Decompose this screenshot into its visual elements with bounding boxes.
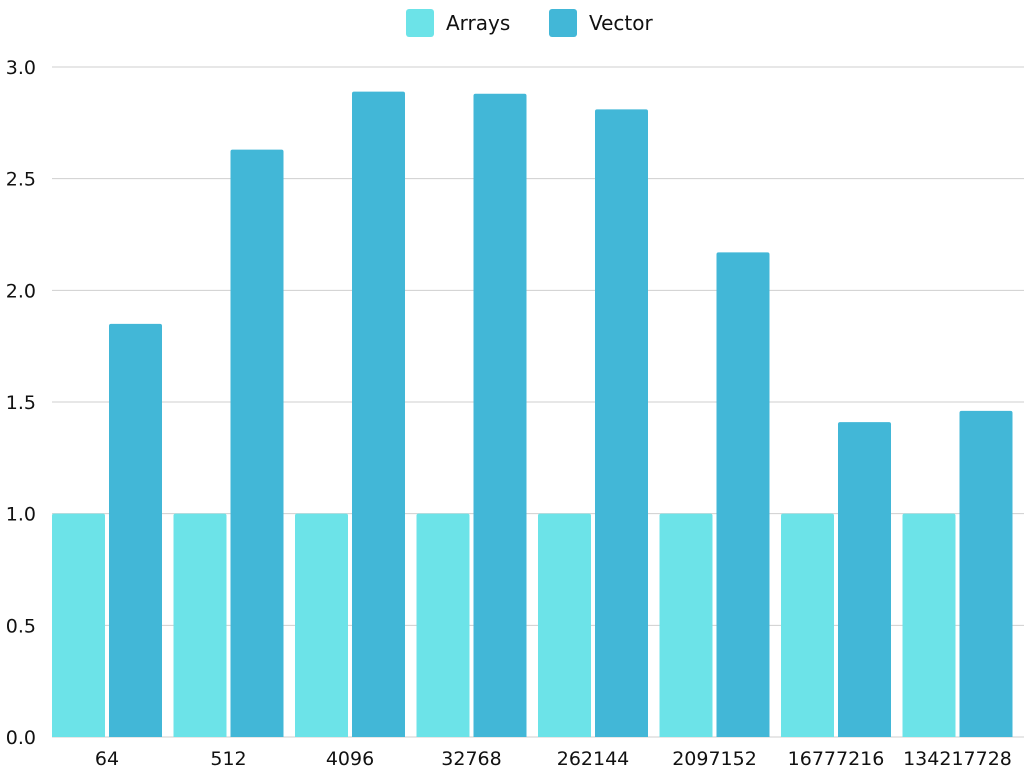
vector-bar (959, 410, 1013, 737)
y-tick-label: 1.0 (6, 504, 36, 526)
arrays-bar (902, 513, 956, 737)
vector-bar (716, 252, 770, 737)
arrays-bar (538, 513, 591, 737)
arrays-bar (781, 513, 834, 737)
vector-bar (109, 323, 162, 737)
vector-bar (595, 109, 648, 737)
legend-swatch-arrays (406, 9, 434, 37)
y-tick-label: 0.5 (6, 615, 36, 637)
x-tick-label: 16777216 (788, 748, 885, 768)
arrays-bar (295, 513, 348, 737)
arrays-bar (52, 513, 105, 737)
x-tick-label: 134217728 (903, 748, 1012, 768)
y-tick-label: 1.5 (6, 392, 36, 414)
y-tick-label: 0.0 (6, 727, 36, 749)
vector-bar (838, 422, 891, 737)
legend: Arrays Vector (406, 9, 654, 37)
x-tick-label: 4096 (326, 748, 374, 768)
vector-bar (473, 93, 527, 738)
legend-swatch-vector (549, 9, 577, 37)
x-tick-label: 2097152 (672, 748, 757, 768)
x-tick-label: 512 (210, 748, 246, 768)
x-tick-label: 32768 (441, 748, 501, 768)
vector-bar (352, 91, 405, 738)
vector-bar (230, 149, 284, 738)
y-tick-label: 3.0 (6, 57, 36, 79)
x-tick-label: 64 (95, 748, 119, 768)
y-tick-label: 2.0 (6, 280, 36, 302)
y-tick-label: 2.5 (6, 169, 36, 191)
legend-label-arrays: Arrays (446, 11, 510, 35)
y-axis: 0.0 0.5 1.0 1.5 2.0 2.5 3.0 (6, 57, 36, 749)
x-tick-label: 262144 (557, 748, 630, 768)
legend-label-vector: Vector (589, 11, 654, 35)
arrays-bar (659, 513, 713, 737)
arrays-bar (173, 513, 227, 737)
bar-series (52, 91, 1013, 738)
arrays-bar (416, 513, 470, 737)
x-axis: 64 512 4096 32768 262144 2097152 16777216 13421… (95, 748, 1012, 768)
